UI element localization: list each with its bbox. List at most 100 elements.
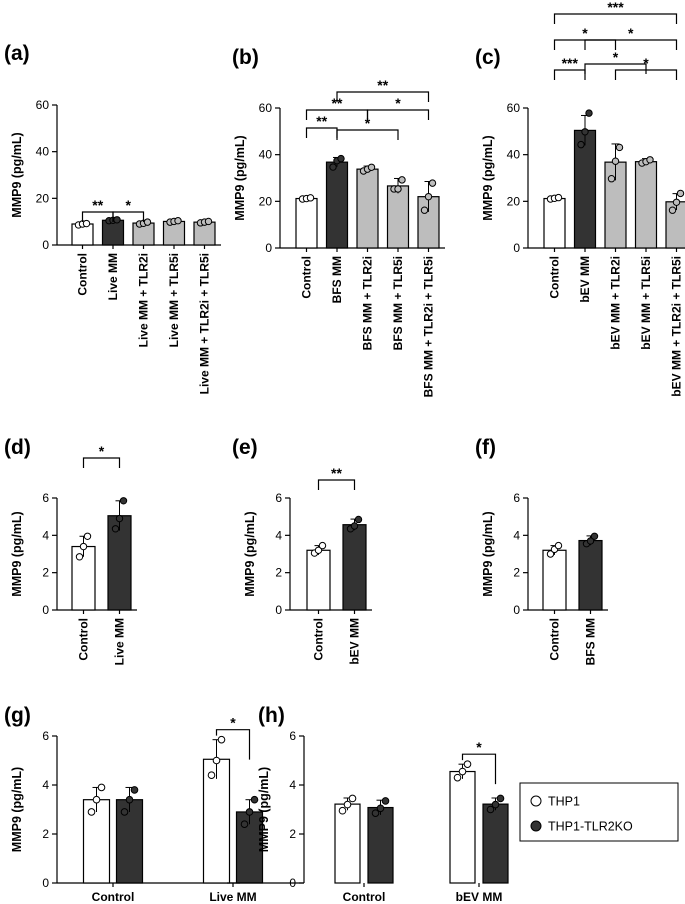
significance-bracket <box>336 129 399 140</box>
data-point <box>428 179 437 187</box>
bar <box>578 539 603 611</box>
x-tick-label: Control <box>300 256 314 299</box>
significance-bracket <box>584 39 678 50</box>
y-axis-label: MMP9 (pg/mL) <box>243 511 257 596</box>
y-tick-label: 0 <box>42 238 49 252</box>
data-point <box>646 156 654 164</box>
data-point <box>424 192 433 201</box>
significance-label: ** <box>332 95 343 111</box>
y-tick-label: 6 <box>275 491 282 505</box>
legend-marker <box>530 795 542 807</box>
x-tick-label: BFS MM <box>330 256 344 303</box>
significance-label: * <box>476 739 482 755</box>
x-tick-label: Live MM + TLR2i <box>137 253 151 347</box>
significance-label: ** <box>92 197 103 213</box>
panel-a: (a) 0 20 40 60 MMP9 (pg/mL) Control Live MM Live… <box>4 42 221 394</box>
x-tick-label: BFS MM + TLR5i <box>391 256 405 350</box>
y-tick-label: 60 <box>259 101 273 115</box>
data-point <box>367 163 376 171</box>
x-tick-label: Control <box>77 618 91 661</box>
x-tick-label: Control <box>548 256 562 299</box>
x-tick-label: Live MM + TLR5i <box>167 253 181 347</box>
y-tick-label: 2 <box>289 827 296 841</box>
x-tick-label: BFS MM <box>584 618 598 665</box>
data-point <box>585 109 593 117</box>
y-tick-label: 0 <box>275 603 282 617</box>
bar <box>334 803 361 884</box>
y-axis-label: MMP9 (pg/mL) <box>10 511 24 596</box>
data-point <box>607 175 616 183</box>
data-point <box>581 128 589 136</box>
x-tick-label: bEV MM <box>348 618 362 665</box>
data-point <box>590 532 599 540</box>
y-tick-label: 20 <box>36 191 50 205</box>
data-point <box>577 140 585 149</box>
significance-label: * <box>582 25 588 41</box>
legend-label: THP1 <box>548 795 580 809</box>
data-point <box>82 219 91 228</box>
significance-bracket <box>82 457 121 468</box>
data-point <box>306 194 315 202</box>
panel-label-a: (a) <box>4 42 30 65</box>
data-point <box>115 514 124 523</box>
legend-box <box>519 782 679 842</box>
data-point <box>676 189 685 198</box>
data-point <box>496 794 505 803</box>
y-tick-label: 60 <box>36 98 50 112</box>
significance-bracket <box>215 729 251 760</box>
bar <box>542 549 567 611</box>
data-point <box>119 497 128 505</box>
y-axis-label: MMP9 (pg/mL) <box>257 767 271 852</box>
y-tick-label: 40 <box>36 145 50 159</box>
y-tick-label: 6 <box>513 491 520 505</box>
panel-label-h: (h) <box>258 704 285 727</box>
y-tick-label: 4 <box>42 778 49 792</box>
data-point <box>394 185 402 193</box>
significance-bracket <box>112 211 145 222</box>
bar <box>306 549 331 611</box>
x-tick-label: bEV MM + TLR2i + TLR5i <box>670 256 684 397</box>
y-axis-label: MMP9 (pg/mL) <box>10 767 24 852</box>
data-point <box>615 143 624 152</box>
x-tick-label: Control <box>312 618 326 661</box>
data-point <box>348 794 357 803</box>
panel-d: (d) 0 2 4 6 MMP9 (pg/mL) Control Live MM * <box>4 436 137 665</box>
data-point <box>554 541 563 550</box>
x-tick-label: Live MM + TLR2i + TLR5i <box>198 253 212 394</box>
data-point <box>376 804 385 813</box>
panel-e: (e) 0 2 4 6 MMP9 (pg/mL) Control bEV MM ** <box>232 436 372 665</box>
y-tick-label: 4 <box>42 528 49 542</box>
panel-g: (g) 0 2 4 6 MMP9 (pg/mL) Control Live MM * <box>4 704 264 904</box>
data-point <box>204 217 213 226</box>
data-point <box>491 800 500 809</box>
y-tick-label: 0 <box>265 241 272 255</box>
y-tick-label: 4 <box>275 528 282 542</box>
bar <box>386 185 410 249</box>
significance-bracket <box>553 13 678 24</box>
data-point <box>586 537 595 545</box>
significance-bracket <box>366 109 430 120</box>
significance-bracket <box>317 479 356 490</box>
data-point <box>87 808 96 816</box>
data-point <box>217 735 226 744</box>
x-tick-label: bEV MM <box>456 890 503 904</box>
significance-label: * <box>643 55 649 71</box>
x-tick-label: Control <box>76 253 90 296</box>
data-point <box>420 206 429 214</box>
bar <box>115 799 144 884</box>
data-point <box>125 795 134 804</box>
x-tick-label: Control <box>548 618 562 661</box>
panel-label-e: (e) <box>232 436 258 459</box>
data-point <box>92 795 101 804</box>
data-point <box>672 198 681 206</box>
significance-label: * <box>365 115 371 131</box>
bar <box>325 161 349 249</box>
y-tick-label: 0 <box>513 241 520 255</box>
significance-bracket <box>584 63 647 74</box>
data-point <box>453 773 462 782</box>
x-tick-label: Control <box>92 890 135 904</box>
y-tick-label: 2 <box>42 827 49 841</box>
data-point <box>486 805 495 814</box>
